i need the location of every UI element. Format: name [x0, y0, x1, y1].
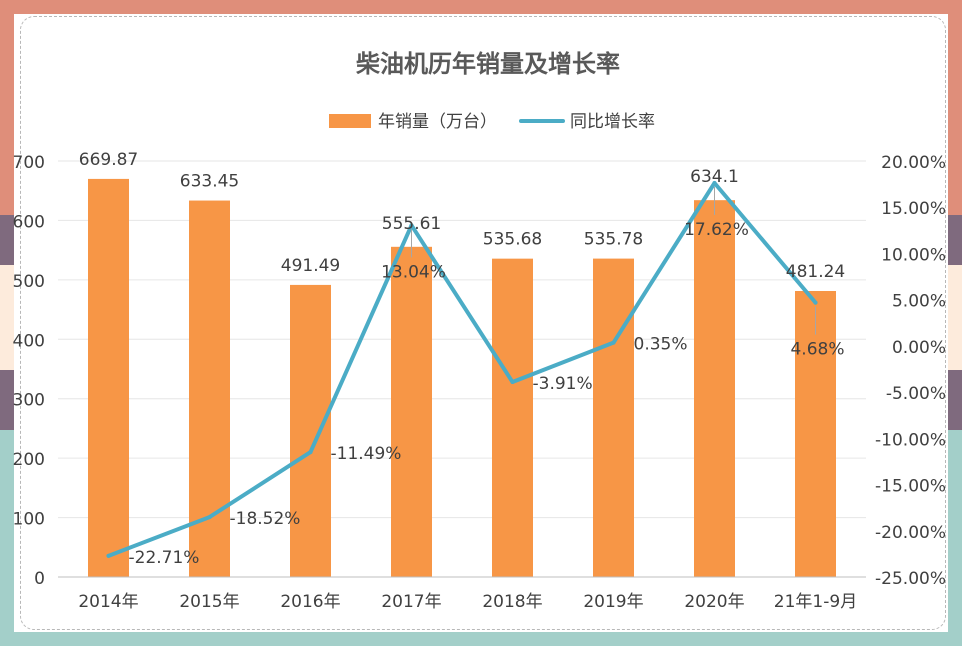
bar-series — [88, 178, 836, 578]
frame-side-segment — [0, 370, 14, 430]
bar-data-label: 634.1 — [690, 167, 739, 187]
y-left-tick-label: 0 — [34, 569, 45, 589]
x-tick-label: 21年1-9月 — [774, 592, 857, 612]
bar-data-label: 633.45 — [180, 172, 239, 192]
y-right-tick-label: 10.00% — [881, 245, 946, 265]
chart-card — [20, 16, 946, 630]
bar — [694, 200, 735, 577]
y-right-tick-label: 5.00% — [892, 292, 946, 312]
y-left-tick-label: 300 — [13, 391, 45, 411]
line-point — [712, 181, 717, 186]
bar — [290, 284, 331, 577]
y-right-tick-label: -10.00% — [875, 430, 946, 450]
line-series — [106, 181, 818, 558]
line-point — [510, 380, 515, 385]
y-left-tick-label: 100 — [13, 510, 45, 530]
frame-side-segment — [948, 370, 962, 430]
axes: 0 100 200 300 400 500 600 700 -25.00% -20.00% -15.… — [13, 153, 946, 612]
x-tick-label: 2015年 — [179, 592, 239, 612]
frame-side-segment — [0, 215, 14, 265]
bar-data-label: 535.68 — [483, 230, 542, 250]
frame-side-segment — [0, 0, 14, 215]
frame-side-segment — [948, 430, 962, 646]
y-left-tick-label: 400 — [13, 331, 45, 351]
y-right-tick-label: -20.00% — [875, 523, 946, 543]
line-data-label: 4.68% — [790, 340, 844, 360]
bar — [88, 178, 129, 577]
bar — [795, 291, 836, 577]
line-data-label: -3.91% — [533, 374, 593, 394]
bar — [391, 246, 432, 578]
x-tick-label: 2019年 — [583, 592, 643, 612]
bar-data-label: 491.49 — [281, 256, 340, 276]
line-data-label: 17.62% — [684, 220, 749, 240]
bar — [492, 258, 533, 577]
frame-side-segment — [0, 265, 14, 370]
y-right-tick-label: -5.00% — [886, 384, 946, 404]
y-right-tick-label: -15.00% — [875, 477, 946, 497]
data-labels: 669.87 633.45 491.49 555.61 535.68 535.78 634.… — [79, 150, 845, 568]
label-leader-lines — [411, 187, 816, 335]
y-left-tick-label: 500 — [13, 272, 45, 292]
line-data-label: -18.52% — [230, 509, 301, 529]
line-data-label: -22.71% — [129, 548, 200, 568]
line-data-label: 13.04% — [381, 262, 446, 282]
frame-side-segment — [0, 430, 14, 646]
bar — [189, 200, 230, 577]
bar-data-label: 669.87 — [79, 150, 138, 170]
y-left-tick-label: 600 — [13, 212, 45, 232]
x-tick-label: 2018年 — [482, 592, 542, 612]
line-point — [409, 223, 414, 228]
y-left-tick-label: 700 — [13, 153, 45, 173]
growth-line — [106, 181, 818, 558]
legend: 年销量（万台） 同比增长率 — [329, 112, 655, 132]
y-right-tick-label: -25.00% — [875, 569, 946, 589]
legend-swatch-sales — [329, 114, 371, 128]
line-point — [813, 300, 818, 305]
gridlines — [58, 160, 866, 519]
frame-side-segment — [948, 265, 962, 370]
frame-bottom-band — [0, 632, 962, 646]
frame-top-band — [0, 0, 962, 14]
bar-data-label: 555.61 — [382, 214, 441, 234]
x-tick-label: 2020年 — [684, 592, 744, 612]
frame-side-segment — [948, 0, 962, 215]
bar — [593, 258, 634, 577]
y-right-tick-label: 20.00% — [881, 153, 946, 173]
y-left-tick-label: 200 — [13, 450, 45, 470]
line-point — [611, 340, 616, 345]
y-right-tick-label: 15.00% — [881, 199, 946, 219]
bar-data-label: 481.24 — [786, 262, 845, 282]
line-point — [106, 553, 111, 558]
line-point — [207, 515, 212, 520]
x-tick-label: 2014年 — [78, 592, 138, 612]
x-tick-label: 2016年 — [280, 592, 340, 612]
x-tick-label: 2017年 — [381, 592, 441, 612]
frame-side-segment — [948, 215, 962, 265]
legend-label-sales: 年销量（万台） — [378, 112, 497, 132]
legend-label-growth: 同比增长率 — [570, 112, 655, 132]
bar-data-label: 535.78 — [584, 230, 643, 250]
chart-title: 柴油机历年销量及增长率 — [355, 50, 620, 78]
line-point — [308, 450, 313, 455]
y-right-tick-label: 0.00% — [892, 338, 946, 358]
line-data-label: 0.35% — [634, 335, 688, 355]
line-data-label: -11.49% — [331, 444, 402, 464]
